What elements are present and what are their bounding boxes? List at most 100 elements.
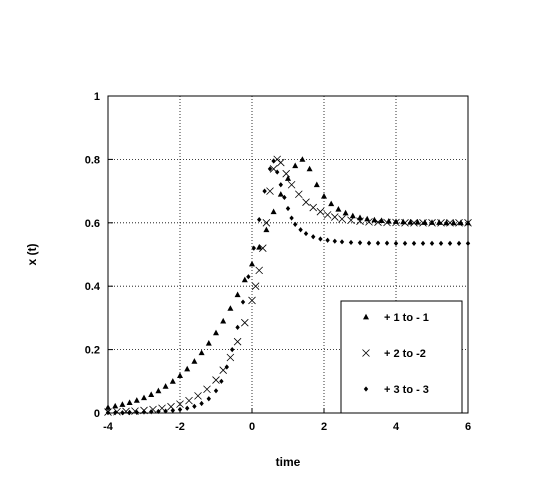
series-2 <box>104 155 472 416</box>
data-point <box>256 244 263 250</box>
data-point <box>323 211 332 219</box>
data-point <box>292 162 299 169</box>
data-point <box>141 409 147 415</box>
y-tick-label: 0.6 <box>85 218 100 230</box>
legend-item: + 3 to - 3 <box>363 384 429 396</box>
data-point <box>177 372 183 378</box>
data-point <box>401 219 409 227</box>
data-point <box>414 218 421 225</box>
data-point <box>241 276 248 283</box>
data-point <box>266 187 274 195</box>
data-point <box>339 239 345 245</box>
data-point <box>277 158 285 167</box>
data-point <box>356 217 364 225</box>
data-point <box>233 337 242 346</box>
data-point <box>224 364 229 370</box>
data-point <box>133 397 140 403</box>
legend-marker <box>362 349 370 357</box>
legend-label: + 3 to - 3 <box>384 384 429 396</box>
data-point <box>277 191 284 197</box>
series-1 <box>105 156 471 410</box>
data-point <box>402 240 408 247</box>
data-point <box>267 166 273 172</box>
data-point <box>338 215 346 223</box>
data-point <box>255 266 263 275</box>
data-point <box>206 396 211 402</box>
data-point <box>450 219 457 226</box>
x-tick-label: 4 <box>393 421 400 433</box>
data-point <box>318 236 323 242</box>
data-point <box>282 194 287 201</box>
x-axis-label: time <box>276 455 301 469</box>
data-point <box>316 207 325 216</box>
data-point <box>325 237 330 243</box>
data-point <box>119 401 126 407</box>
data-point <box>306 165 313 172</box>
data-point <box>456 240 462 247</box>
data-point <box>429 219 435 225</box>
data-point <box>347 216 355 225</box>
data-point <box>299 156 306 162</box>
data-point <box>248 296 256 305</box>
legend-label: + 2 to -2 <box>384 348 426 360</box>
data-point <box>262 219 271 227</box>
legend-item: + 1 to - 1 <box>363 312 429 324</box>
y-axis-label: x (t) <box>25 244 39 266</box>
legend-item: + 2 to -2 <box>362 348 426 360</box>
data-point <box>410 219 418 227</box>
data-point <box>293 221 298 227</box>
y-tick-label: 1 <box>94 91 100 103</box>
data-point <box>420 240 426 247</box>
data-point <box>149 409 154 415</box>
data-point <box>384 240 390 246</box>
data-point <box>302 198 310 206</box>
data-point <box>170 407 175 414</box>
data-point <box>235 324 240 331</box>
data-point <box>249 260 255 267</box>
data-point <box>374 218 382 226</box>
data-point <box>251 282 260 290</box>
data-point <box>205 340 212 346</box>
data-point <box>303 230 309 237</box>
data-point <box>429 240 435 247</box>
data-point <box>213 388 219 394</box>
data-point <box>438 240 444 247</box>
data-point <box>259 244 267 252</box>
legend: + 1 to - 1 + 2 to -2 + 3 to - 3 <box>340 300 463 414</box>
data-point <box>262 188 267 194</box>
data-point <box>335 205 342 212</box>
data-point <box>275 169 280 175</box>
data-point <box>177 406 183 413</box>
data-point <box>105 410 111 416</box>
data-point <box>371 216 378 223</box>
data-point <box>257 217 262 223</box>
data-point <box>287 180 296 189</box>
data-point <box>278 182 283 188</box>
data-point <box>105 404 111 410</box>
data-point <box>162 383 169 389</box>
data-point <box>295 190 303 199</box>
data-point <box>464 219 472 227</box>
legend-marker <box>363 386 369 392</box>
data-point <box>357 240 363 246</box>
data-point <box>437 219 445 227</box>
data-point <box>198 349 205 356</box>
data-point <box>113 410 118 416</box>
data-point <box>141 394 147 401</box>
x-tick-label: -2 <box>175 421 185 433</box>
data-point <box>212 376 220 384</box>
data-point <box>263 226 270 233</box>
data-point <box>313 181 320 188</box>
x-tick-label: -4 <box>103 421 114 433</box>
data-point <box>457 219 464 226</box>
data-point <box>364 215 371 222</box>
data-point <box>184 365 191 372</box>
data-point <box>447 240 453 247</box>
data-point <box>366 240 372 246</box>
data-point <box>285 205 291 212</box>
data-point <box>282 169 290 178</box>
data-point <box>309 203 317 212</box>
data-point <box>126 399 133 405</box>
data-point <box>155 387 162 394</box>
data-point <box>219 378 224 384</box>
